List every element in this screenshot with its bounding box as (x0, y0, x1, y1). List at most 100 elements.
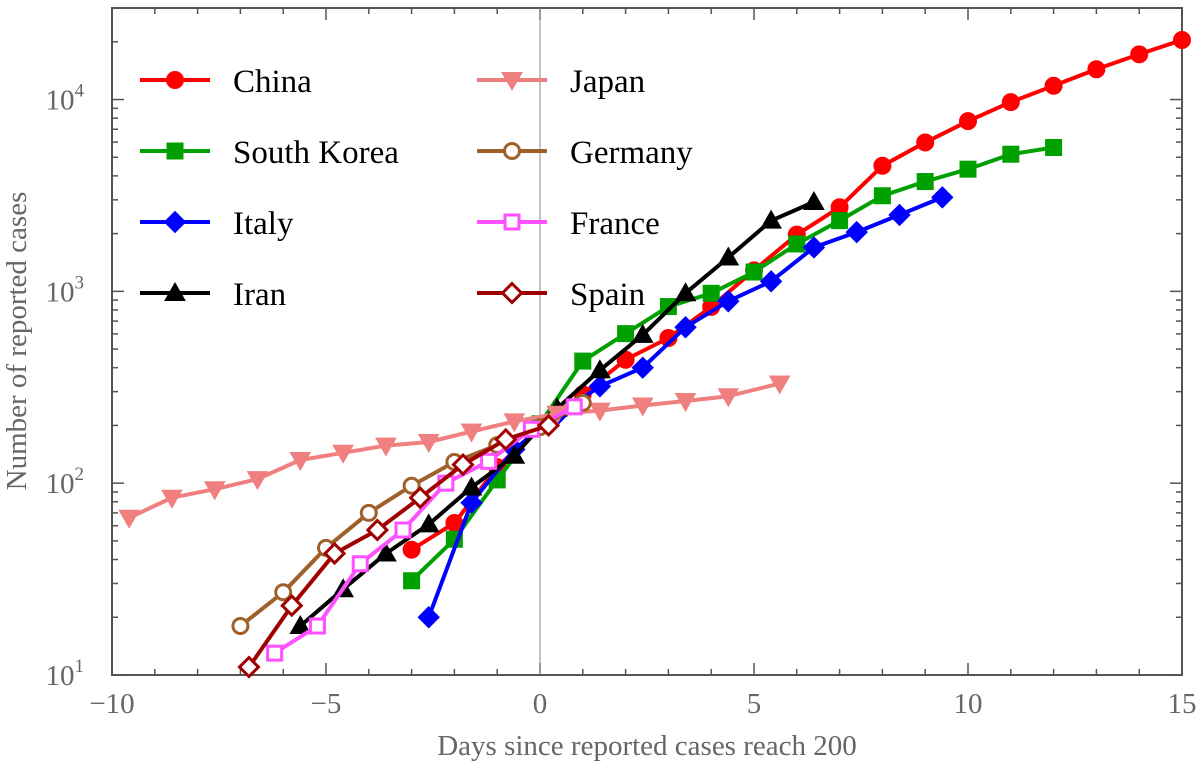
data-point-china (1130, 45, 1149, 64)
data-point-china (873, 156, 892, 175)
data-point-japan (589, 402, 611, 422)
data-point-china (1087, 60, 1106, 79)
legend-marker-iran (164, 281, 186, 301)
data-point-south-korea (1045, 139, 1063, 157)
legend-label: Japan (570, 64, 645, 100)
data-point-spain (365, 518, 389, 542)
data-point-italy (888, 203, 911, 227)
legend-label: China (233, 64, 312, 100)
series-line-south-korea (410, 145, 1054, 583)
legend-item-france: France (477, 206, 660, 242)
legend-label: Iran (233, 277, 286, 313)
legend-item-italy: Italy (140, 206, 294, 242)
data-point-iran (460, 476, 483, 496)
data-point-japan (460, 423, 483, 443)
legend-marker-china (166, 71, 184, 89)
data-point-italy (460, 491, 483, 515)
series-line-japan (128, 381, 781, 520)
data-point-japan (717, 388, 740, 408)
data-point-japan (289, 452, 312, 472)
series-layer (118, 30, 1191, 679)
data-point-japan (118, 509, 140, 529)
data-point-france (480, 452, 498, 470)
data-point-south-korea (1002, 145, 1020, 163)
data-point-iran (417, 513, 440, 533)
legend-label: Spain (570, 277, 645, 313)
data-point-south-korea (831, 212, 849, 230)
data-point-south-korea (788, 235, 806, 253)
data-point-iran (631, 323, 654, 343)
data-point-japan (203, 481, 226, 501)
data-point-spain (237, 655, 261, 679)
legend-item-china: China (140, 64, 312, 100)
legend-item-spain: Spain (477, 277, 645, 313)
data-point-france (394, 521, 412, 539)
data-point-italy (845, 220, 868, 244)
legend-item-south-korea: South Korea (140, 135, 399, 171)
legend-marker-italy (163, 210, 187, 234)
legend-marker-japan (501, 72, 523, 92)
series-spain (237, 413, 561, 679)
data-point-south-korea (403, 572, 421, 590)
legend-label: South Korea (233, 135, 399, 171)
y-tick-label: 101 (46, 656, 85, 692)
x-tick-label: 10 (954, 688, 983, 720)
data-point-japan (417, 433, 440, 453)
x-tick-label: 0 (533, 688, 548, 720)
y-tick-label: 102 (46, 464, 85, 500)
data-point-south-korea (959, 160, 977, 178)
data-point-italy (717, 290, 740, 313)
legend-marker-france (503, 213, 521, 231)
data-point-italy (674, 316, 697, 339)
data-point-japan (768, 375, 791, 395)
data-point-south-korea (916, 173, 934, 191)
data-point-china (1173, 30, 1191, 49)
data-point-japan (161, 489, 183, 509)
legend-marker-south-korea (166, 142, 184, 160)
data-point-south-korea (574, 352, 592, 370)
data-point-china (402, 540, 421, 559)
series-south-korea (403, 139, 1063, 590)
legend-item-japan: Japan (477, 64, 645, 100)
x-tick-label: −5 (311, 688, 342, 720)
data-point-spain (494, 427, 518, 452)
y-tick-label: 103 (46, 272, 85, 308)
data-point-spain (322, 541, 347, 566)
data-point-iran (717, 246, 740, 266)
data-point-spain (280, 593, 304, 618)
x-tick-label: −10 (89, 688, 134, 720)
data-point-japan (332, 444, 354, 464)
data-point-italy (759, 270, 783, 293)
data-point-japan (674, 393, 697, 413)
data-point-germany (231, 617, 250, 636)
data-point-spain (451, 452, 475, 477)
data-point-china (959, 112, 977, 131)
legend-marker-germany (503, 142, 521, 160)
data-point-iran (375, 542, 397, 562)
y-tick-label: 104 (46, 81, 85, 117)
data-point-iran (803, 191, 825, 211)
data-point-germany (402, 476, 421, 495)
data-point-iran (289, 615, 312, 635)
data-point-japan (246, 471, 269, 491)
data-point-south-korea (873, 187, 891, 205)
data-point-italy (802, 236, 826, 259)
legend-label: Italy (233, 206, 294, 242)
data-point-china (916, 133, 935, 152)
data-point-spain (536, 413, 561, 438)
data-point-iran (589, 359, 611, 379)
data-point-germany (274, 583, 293, 602)
plot-frame (111, 7, 1183, 676)
data-point-south-korea (702, 284, 720, 302)
legend: China South Korea Italy Iran Japan Germany Fra… (140, 64, 693, 313)
data-point-south-korea (745, 263, 763, 281)
data-point-italy (417, 606, 440, 629)
legend-item-germany: Germany (477, 135, 693, 171)
data-point-china (1001, 93, 1020, 112)
data-point-france (565, 398, 583, 416)
data-point-japan (631, 397, 654, 417)
data-point-china (1044, 76, 1063, 95)
legend-marker-spain (500, 281, 524, 305)
data-point-iran (760, 209, 782, 229)
